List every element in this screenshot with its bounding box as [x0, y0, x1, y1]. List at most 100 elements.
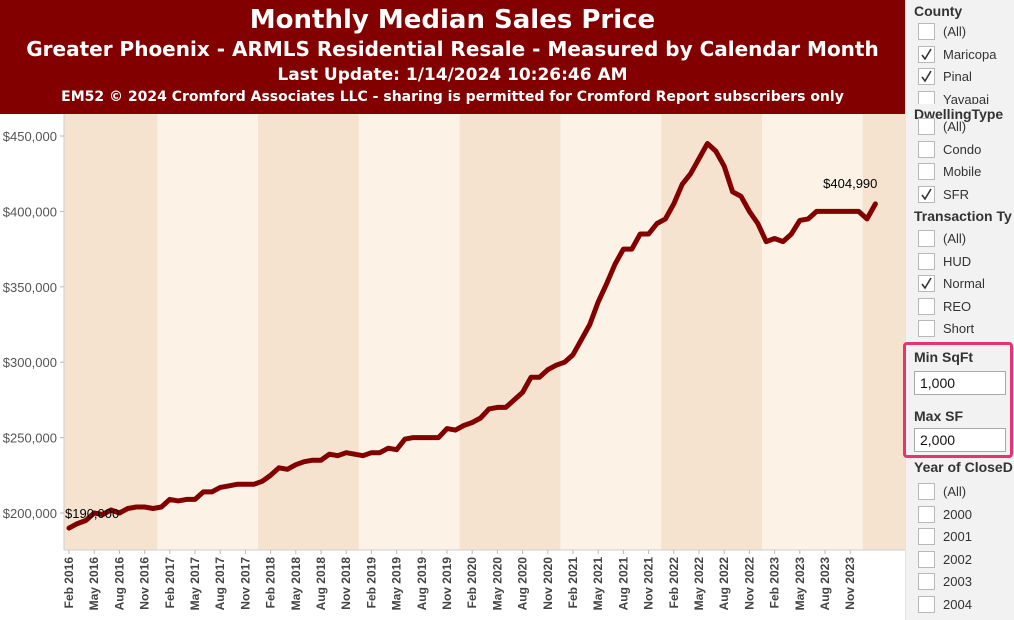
x-tick-label: Aug 2023 — [818, 557, 832, 611]
checkbox-label: 2000 — [943, 506, 972, 522]
checkbox-label: Pinal — [943, 69, 972, 84]
checkbox[interactable] — [918, 163, 935, 180]
x-tick-label: May 2017 — [188, 557, 202, 611]
checkbox[interactable] — [918, 140, 935, 158]
checkmark-icon — [921, 188, 932, 200]
checkbox[interactable] — [918, 23, 935, 40]
x-tick-label: Nov 2019 — [440, 557, 454, 610]
x-tick-label: Feb 2017 — [163, 557, 177, 609]
checkbox[interactable] — [918, 252, 935, 270]
filter-county: County (All) Maricopa Pinal Yavapai — [906, 0, 1014, 104]
x-tick-label: Aug 2022 — [717, 557, 731, 611]
x-tick-label: Nov 2021 — [642, 557, 656, 610]
checkbox[interactable] — [918, 297, 935, 315]
x-tick-label: Feb 2018 — [264, 557, 278, 609]
filter-transaction: Transaction Ty (All) HUD Normal REO Short — [906, 204, 1014, 344]
max-sf-title: Max SF — [914, 408, 964, 424]
x-tick-label: Nov 2018 — [339, 557, 353, 610]
last-data-label: $404,990 — [823, 176, 877, 191]
checkbox[interactable] — [918, 118, 935, 135]
min-sqft-input[interactable] — [914, 371, 1006, 395]
chart-subtitle: Greater Phoenix - ARMLS Residential Resa… — [26, 37, 879, 61]
x-tick-label: Feb 2019 — [364, 557, 378, 609]
checkbox[interactable] — [918, 90, 935, 104]
checkbox[interactable] — [918, 230, 935, 247]
filter-sidebar: County (All) Maricopa Pinal Yavapai DwellingT… — [905, 0, 1014, 620]
checkbox-label: SFR — [943, 186, 969, 202]
x-tick-label: Feb 2020 — [465, 557, 479, 609]
y-tick-label: $300,000 — [3, 355, 57, 370]
checkbox[interactable] — [918, 68, 935, 85]
county-filter-title: County — [914, 3, 963, 19]
checkbox[interactable] — [918, 275, 935, 292]
checkbox-label: Mobile — [943, 164, 982, 179]
x-tick-label: Nov 2022 — [742, 557, 756, 610]
checkbox[interactable] — [918, 550, 935, 568]
first-data-label: $190,000 — [65, 506, 119, 521]
year-band — [258, 114, 359, 550]
checkbox-label: HUD — [943, 253, 972, 269]
x-tick-label: Feb 2022 — [667, 557, 681, 609]
checkmark-icon — [921, 48, 932, 60]
checkbox-label: Condo — [943, 141, 982, 157]
x-tick-label: Aug 2020 — [516, 557, 530, 611]
x-tick-label: Aug 2021 — [616, 557, 630, 611]
filter-min-sqft: Min SqFt — [906, 344, 1014, 400]
checkbox[interactable] — [918, 185, 935, 203]
chart-title: Monthly Median Sales Price — [249, 5, 656, 35]
checkbox[interactable] — [918, 505, 935, 523]
x-tick-label: Aug 2017 — [213, 557, 227, 611]
checkbox-label: 2003 — [943, 574, 972, 589]
x-tick-label: May 2019 — [390, 557, 404, 611]
checkmark-icon — [921, 277, 932, 290]
checkbox-label: Short — [943, 321, 975, 336]
x-tick-label: May 2021 — [591, 557, 605, 611]
year-band — [459, 114, 561, 550]
checkbox-label: (All) — [943, 24, 967, 39]
x-tick-label: Aug 2016 — [112, 557, 126, 611]
year-band — [862, 114, 905, 550]
filter-dwelling: DwellingType (All) Condo Mobile SFR — [906, 104, 1014, 204]
median-price-line — [66, 141, 878, 531]
x-tick-label: May 2023 — [793, 557, 807, 611]
checkbox-label: Maricopa — [943, 46, 997, 62]
checkbox[interactable] — [918, 483, 935, 500]
y-tick-label: $400,000 — [3, 204, 57, 219]
min-sqft-title: Min SqFt — [914, 349, 974, 365]
checkbox[interactable] — [918, 320, 935, 337]
year-band — [64, 114, 158, 550]
x-tick-label: Nov 2017 — [238, 557, 252, 610]
checkbox-label: 2004 — [943, 596, 972, 612]
y-tick-label: $350,000 — [3, 280, 57, 295]
checkmark-icon — [921, 70, 932, 83]
x-tick-label: Nov 2023 — [843, 557, 857, 610]
filter-year: Year of CloseD (All) 2000 2001 2002 2003 2004 — [906, 456, 1014, 620]
checkbox[interactable] — [918, 45, 935, 63]
x-tick-label: Feb 2023 — [768, 557, 782, 609]
x-tick-label: Nov 2016 — [138, 557, 152, 610]
x-tick-label: May 2020 — [490, 557, 504, 611]
copyright-notice: EM52 © 2024 Cromford Associates LLC - sh… — [61, 89, 844, 105]
checkbox-label: 2001 — [943, 529, 972, 544]
checkbox-label: REO — [943, 298, 972, 314]
year-band — [661, 114, 762, 550]
checkbox[interactable] — [918, 573, 935, 590]
checkbox-label: (All) — [943, 119, 967, 134]
checkbox[interactable] — [918, 528, 935, 545]
dwelling-filter-title: DwellingType — [914, 106, 1004, 122]
last-update: Last Update: 1/14/2024 10:26:46 AM — [277, 65, 628, 85]
checkbox-label: Normal — [943, 276, 985, 291]
checkbox[interactable] — [918, 595, 935, 613]
x-tick-label: Feb 2016 — [62, 557, 76, 609]
y-tick-label: $200,000 — [3, 506, 57, 521]
filter-max-sf: Max SF — [906, 400, 1014, 456]
max-sf-input[interactable] — [914, 428, 1006, 452]
checkbox-label: Yavapai — [943, 91, 990, 105]
x-tick-label: May 2022 — [692, 557, 706, 611]
y-tick-label: $250,000 — [3, 431, 57, 446]
x-tick-label: May 2018 — [289, 557, 303, 611]
x-tick-label: May 2016 — [87, 557, 101, 611]
transaction-filter-title: Transaction Ty — [914, 208, 1012, 224]
x-tick-label: Nov 2020 — [541, 557, 555, 610]
checkbox-label: 2002 — [943, 551, 972, 567]
